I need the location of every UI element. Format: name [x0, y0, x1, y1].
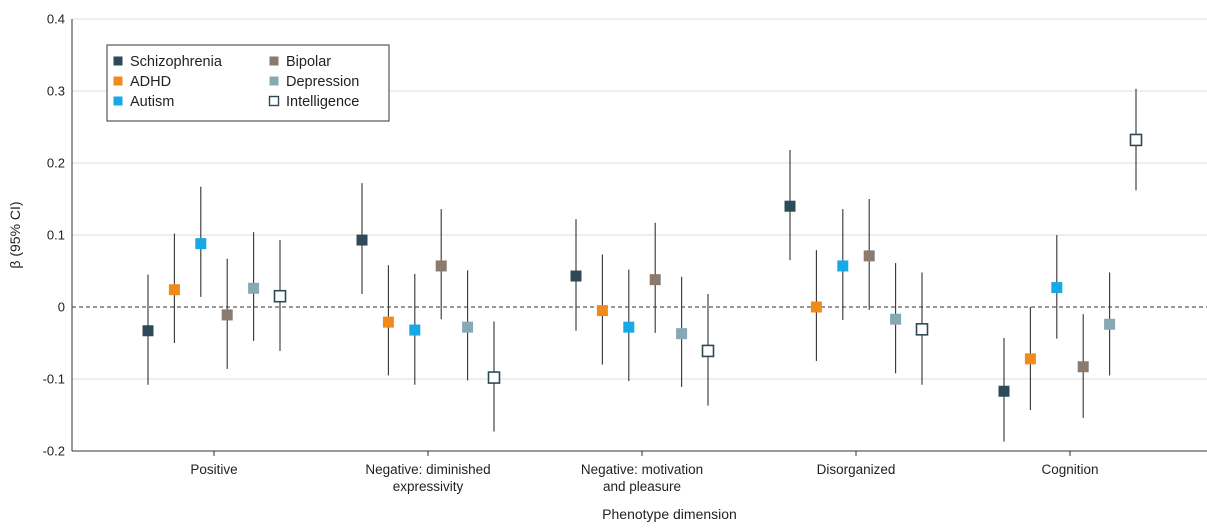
point-marker [273, 289, 287, 303]
x-category-labels: Positive Negative: diminished expressivity… [190, 451, 1099, 494]
point-marker [1077, 361, 1089, 373]
point-marker [409, 324, 421, 336]
series-adhd [168, 233, 1036, 410]
series-schizophrenia [142, 150, 1010, 442]
series-autism [195, 186, 1063, 385]
point-marker [168, 284, 180, 296]
point-marker [1051, 282, 1063, 294]
point-marker [570, 270, 582, 282]
series-bipolar [221, 199, 1089, 418]
point-marker [649, 274, 661, 286]
legend-label: Autism [130, 94, 174, 110]
legend-label: Intelligence [286, 94, 359, 110]
y-tick-label: 0.2 [47, 156, 65, 171]
point-marker [382, 316, 394, 328]
y-tick-label: -0.2 [43, 444, 65, 459]
x-category-label: and pleasure [603, 479, 681, 494]
legend-label: Bipolar [286, 54, 331, 70]
legend-label: Depression [286, 74, 359, 90]
legend-swatch [269, 56, 279, 66]
point-marker [195, 238, 207, 250]
point-marker [435, 260, 447, 272]
x-category-label: expressivity [393, 479, 464, 494]
x-category-label: Negative: motivation [581, 462, 703, 477]
x-axis-title: Phenotype dimension [602, 506, 737, 522]
y-tick-label: 0.4 [47, 12, 65, 27]
point-marker [784, 200, 796, 212]
point-marker [915, 323, 929, 336]
point-marker [356, 234, 368, 246]
x-category-label: Negative: diminished [365, 462, 490, 477]
y-tick-label: 0.3 [47, 84, 65, 99]
y-tick-labels: -0.2 -0.1 0 0.1 0.2 0.3 0.4 [43, 12, 65, 459]
x-category-label: Cognition [1041, 462, 1098, 477]
y-axis-title: β (95% CI) [7, 201, 23, 268]
legend-box [106, 44, 390, 122]
y-tick-label: -0.1 [43, 372, 65, 387]
point-marker [623, 321, 635, 333]
point-marker [221, 309, 233, 321]
point-marker [837, 260, 849, 272]
point-marker [487, 371, 501, 384]
point-marker [890, 313, 902, 325]
legend-label: Schizophrenia [130, 54, 223, 70]
point-marker [998, 385, 1010, 397]
legend: Schizophrenia ADHD Autism Bipolar Depression… [106, 44, 390, 122]
legend-swatch [113, 76, 123, 86]
point-marker [248, 282, 260, 294]
series-intelligence [273, 88, 1143, 432]
point-marker [142, 325, 154, 337]
x-category-label: Disorganized [817, 462, 896, 477]
legend-swatch [269, 76, 279, 86]
point-marker [701, 344, 715, 358]
point-marker [462, 321, 474, 333]
point-marker [596, 305, 608, 317]
point-marker [1024, 353, 1036, 365]
legend-swatch [113, 96, 123, 106]
legend-label: ADHD [130, 74, 171, 90]
series-depression [248, 232, 1116, 387]
y-tick-label: 0.1 [47, 228, 65, 243]
point-marker [1129, 133, 1143, 147]
point-marker [676, 328, 688, 340]
point-marker [1104, 318, 1116, 330]
legend-swatch [268, 95, 280, 107]
legend-swatch [113, 56, 123, 66]
y-tick-label: 0 [58, 300, 65, 315]
x-category-label: Positive [190, 462, 237, 477]
point-marker [810, 301, 822, 313]
point-marker [863, 250, 875, 262]
